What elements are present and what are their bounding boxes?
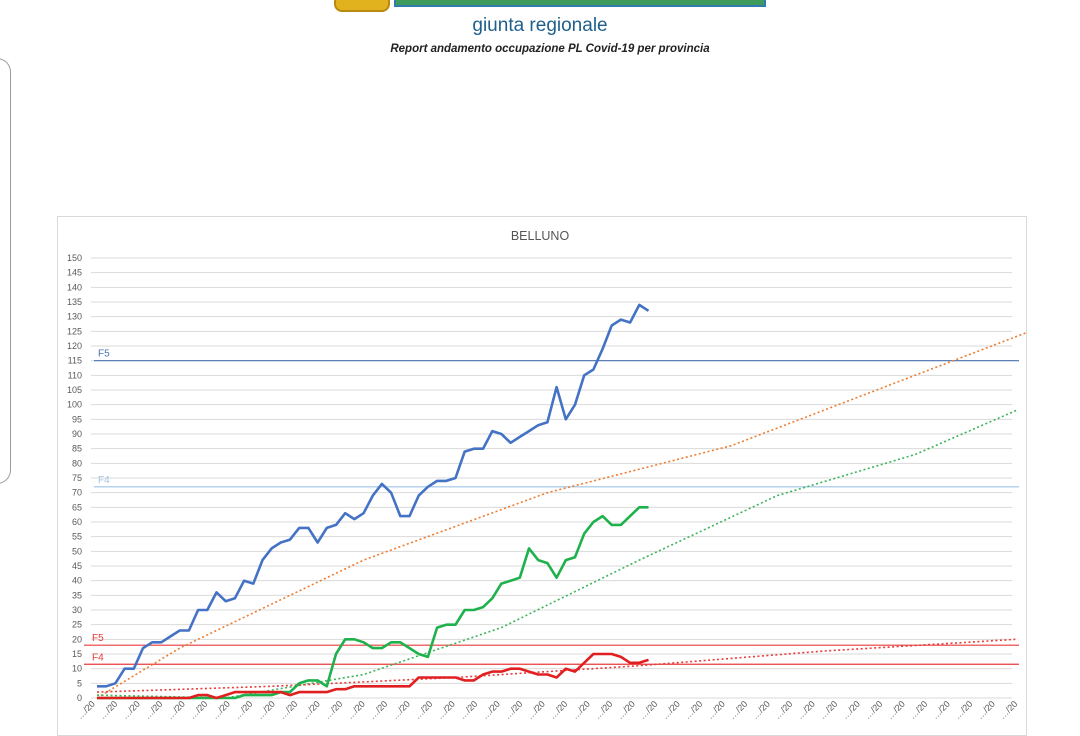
x-tick-label: …/20 xyxy=(930,699,952,719)
y-tick-label: 105 xyxy=(67,385,82,395)
chart-frame xyxy=(57,216,1027,736)
y-tick-label: 25 xyxy=(72,620,82,630)
trendline xyxy=(96,638,1017,693)
x-tick-label: …/20 xyxy=(97,699,119,719)
y-tick-label: 20 xyxy=(72,634,82,644)
x-tick-label: …/20 xyxy=(345,699,367,719)
y-tick-label: 60 xyxy=(72,517,82,527)
x-tick-label: …/20 xyxy=(795,699,817,719)
y-tick-label: 45 xyxy=(72,561,82,571)
x-tick-label: …/20 xyxy=(232,699,254,719)
series-line xyxy=(97,652,649,700)
x-tick-label: …/20 xyxy=(660,699,682,719)
series-line xyxy=(97,303,650,688)
x-tick-label: …/20 xyxy=(165,699,187,719)
x-tick-label: …/20 xyxy=(615,699,637,719)
y-tick-label: 95 xyxy=(72,414,82,424)
x-tick-label: …/20 xyxy=(817,699,839,719)
y-tick-label: 135 xyxy=(67,297,82,307)
y-tick-label: 35 xyxy=(72,590,82,600)
x-tick-label: …/20 xyxy=(255,699,277,719)
y-tick-label: 75 xyxy=(72,473,82,483)
x-tick-label: …/20 xyxy=(300,699,322,719)
x-tick-label: …/20 xyxy=(502,699,524,719)
y-tick-label: 85 xyxy=(72,444,82,454)
x-tick-label: …/20 xyxy=(367,699,389,719)
y-tick-label: 90 xyxy=(72,429,82,439)
threshold-label: F5 xyxy=(98,349,110,360)
x-tick-label: …/20 xyxy=(772,699,794,719)
y-tick-label: 120 xyxy=(67,341,82,351)
chart-title: BELLUNO xyxy=(510,229,570,243)
x-tick-label: …/20 xyxy=(952,699,974,719)
report-title: Report andamento occupazione PL Covid-19… xyxy=(390,43,710,55)
x-tick-label: …/20 xyxy=(480,699,502,719)
y-tick-label: 5 xyxy=(77,678,82,688)
threshold-label: F5 xyxy=(92,633,104,644)
x-tick-label: …/20 xyxy=(457,699,479,719)
x-tick-label: …/20 xyxy=(840,699,862,719)
y-tick-label: 100 xyxy=(67,400,82,410)
y-tick-label: 0 xyxy=(77,693,82,703)
x-tick-label: …/20 xyxy=(120,699,142,719)
x-tick-label: …/20 xyxy=(277,699,299,719)
x-tick-label: …/20 xyxy=(435,699,457,719)
y-tick-label: 110 xyxy=(68,370,82,380)
x-tick-label: …/20 xyxy=(412,699,434,719)
y-tick-label: 140 xyxy=(67,282,82,292)
x-tick-label: …/20 xyxy=(975,699,997,719)
y-tick-label: 115 xyxy=(68,356,82,366)
x-tick-label: …/20 xyxy=(187,699,209,719)
x-tick-label: …/20 xyxy=(750,699,772,719)
x-tick-label: …/20 xyxy=(997,699,1019,719)
y-tick-label: 130 xyxy=(67,312,82,322)
x-tick-label: …/20 xyxy=(547,699,569,719)
y-tick-label: 80 xyxy=(72,458,82,468)
trendline xyxy=(96,331,1026,699)
x-tick-label: …/20 xyxy=(210,699,232,719)
x-tick-label: …/20 xyxy=(142,699,164,719)
y-tick-label: 65 xyxy=(72,502,82,512)
y-tick-label: 145 xyxy=(67,268,82,278)
x-tick-label: …/20 xyxy=(592,699,614,719)
region-logo-banner xyxy=(394,0,766,7)
x-tick-label: …/20 xyxy=(682,699,704,719)
x-tick-label: …/20 xyxy=(525,699,547,719)
trendline xyxy=(96,409,1017,699)
x-tick-label: …/20 xyxy=(862,699,884,719)
x-tick-label: …/20 xyxy=(907,699,929,719)
x-tick-label: …/20 xyxy=(570,699,592,719)
y-tick-label: 30 xyxy=(72,605,82,615)
y-tick-label: 125 xyxy=(67,326,82,336)
y-tick-label: 40 xyxy=(72,576,82,586)
y-tick-label: 70 xyxy=(72,488,82,498)
x-tick-label: …/20 xyxy=(390,699,412,719)
x-tick-label: …/20 xyxy=(322,699,344,719)
x-tick-label: …/20 xyxy=(637,699,659,719)
org-name: giunta regionale xyxy=(472,15,608,36)
line-chart: 0 5 10 15 20 25 30 35 40 45 50 55 60 65 70 75 80 85 90 95 10… xyxy=(67,253,1026,719)
x-tick-label: …/20 xyxy=(727,699,749,719)
x-tick-label: …/20 xyxy=(885,699,907,719)
y-tick-label: 10 xyxy=(72,664,82,674)
y-tick-label: 15 xyxy=(72,649,82,659)
x-tick-label: …/20 xyxy=(705,699,727,719)
region-emblem xyxy=(334,0,390,12)
y-tick-label: 150 xyxy=(67,253,82,263)
y-tick-label: 50 xyxy=(72,546,82,556)
threshold-label: F4 xyxy=(92,652,104,663)
threshold-label: F4 xyxy=(98,475,110,486)
y-tick-label: 55 xyxy=(72,532,82,542)
